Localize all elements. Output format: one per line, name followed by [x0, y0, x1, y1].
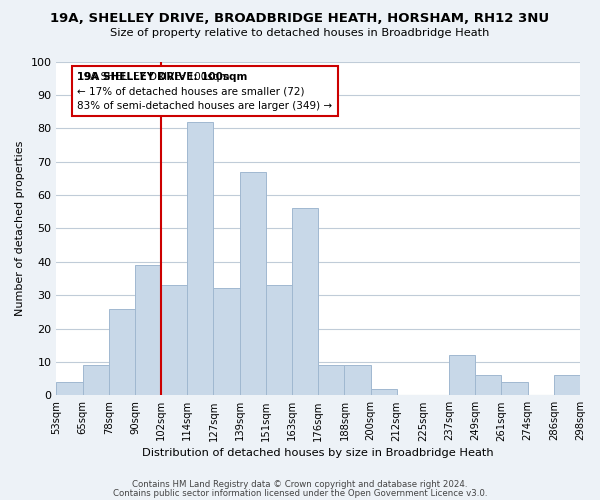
Bar [554, 376, 580, 396]
Bar [502, 382, 527, 396]
Text: Contains HM Land Registry data © Crown copyright and database right 2024.: Contains HM Land Registry data © Crown c… [132, 480, 468, 489]
Text: 19A, SHELLEY DRIVE, BROADBRIDGE HEATH, HORSHAM, RH12 3NU: 19A, SHELLEY DRIVE, BROADBRIDGE HEATH, H… [50, 12, 550, 26]
Y-axis label: Number of detached properties: Number of detached properties [15, 140, 25, 316]
Bar [318, 366, 344, 396]
Bar [83, 366, 109, 396]
Bar [187, 122, 214, 396]
Bar [135, 265, 161, 396]
Text: Size of property relative to detached houses in Broadbridge Heath: Size of property relative to detached ho… [110, 28, 490, 38]
Bar [475, 376, 502, 396]
Bar [292, 208, 318, 396]
Bar [449, 356, 475, 396]
Text: Contains public sector information licensed under the Open Government Licence v3: Contains public sector information licen… [113, 488, 487, 498]
Bar [56, 382, 83, 396]
Bar [266, 285, 292, 396]
Bar [371, 388, 397, 396]
Bar [214, 288, 239, 396]
Text: 19A SHELLEY DRIVE: 100sqm
← 17% of detached houses are smaller (72)
83% of semi-: 19A SHELLEY DRIVE: 100sqm ← 17% of detac… [77, 72, 332, 111]
Bar [109, 308, 135, 396]
X-axis label: Distribution of detached houses by size in Broadbridge Heath: Distribution of detached houses by size … [142, 448, 494, 458]
Bar [161, 285, 187, 396]
Bar [239, 172, 266, 396]
Bar [344, 366, 371, 396]
Text: 19A SHELLEY DRIVE: 100sqm: 19A SHELLEY DRIVE: 100sqm [77, 72, 248, 82]
